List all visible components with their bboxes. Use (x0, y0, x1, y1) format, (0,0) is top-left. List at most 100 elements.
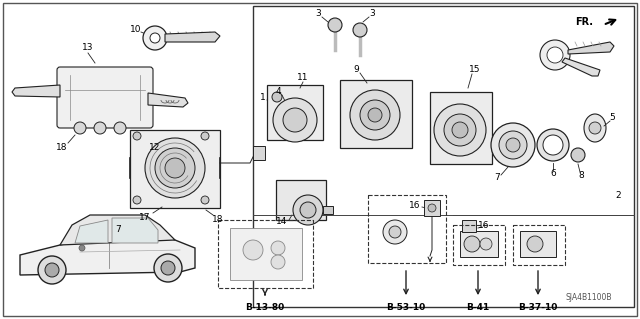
Text: 7: 7 (494, 174, 500, 182)
Bar (453, 225, 505, 265)
Text: 3: 3 (315, 10, 321, 19)
Bar (368, 195, 446, 263)
Circle shape (271, 255, 285, 269)
Bar (130, 130, 220, 208)
Circle shape (571, 148, 585, 162)
Text: 9: 9 (353, 65, 359, 75)
Circle shape (537, 129, 569, 161)
Circle shape (155, 148, 195, 188)
Bar (323, 206, 333, 214)
Text: 6: 6 (550, 168, 556, 177)
Text: 14: 14 (276, 218, 288, 226)
Bar (424, 200, 440, 216)
Circle shape (383, 220, 407, 244)
Circle shape (74, 122, 86, 134)
Text: B-37-10: B-37-10 (518, 302, 557, 311)
Circle shape (145, 138, 205, 198)
Polygon shape (562, 58, 600, 76)
Circle shape (273, 98, 317, 142)
Text: 1: 1 (260, 93, 266, 102)
Circle shape (434, 104, 486, 156)
Text: B-41: B-41 (467, 302, 490, 311)
FancyBboxPatch shape (57, 67, 153, 128)
Text: 18: 18 (56, 144, 68, 152)
Polygon shape (75, 220, 108, 243)
Text: 4: 4 (275, 87, 281, 97)
Circle shape (143, 26, 167, 50)
Circle shape (161, 261, 175, 275)
Bar (230, 228, 302, 280)
Bar (340, 80, 412, 148)
Circle shape (283, 108, 307, 132)
Circle shape (389, 226, 401, 238)
Bar (462, 220, 476, 232)
Text: SJA4B1100B: SJA4B1100B (565, 293, 611, 302)
Bar (253, 146, 265, 160)
Circle shape (368, 108, 382, 122)
Text: 7: 7 (115, 226, 121, 234)
Text: 11: 11 (297, 73, 308, 83)
Polygon shape (12, 85, 60, 97)
Circle shape (452, 122, 468, 138)
Circle shape (444, 114, 476, 146)
Circle shape (353, 23, 367, 37)
Circle shape (464, 236, 480, 252)
Text: 5: 5 (609, 114, 615, 122)
Text: B-53-10: B-53-10 (387, 302, 426, 311)
Circle shape (293, 195, 323, 225)
Bar (513, 225, 565, 265)
Ellipse shape (584, 114, 606, 142)
Polygon shape (165, 32, 220, 42)
Circle shape (272, 92, 282, 102)
Circle shape (547, 47, 563, 63)
Bar (520, 231, 556, 257)
Circle shape (480, 238, 492, 250)
Circle shape (328, 18, 342, 32)
Circle shape (527, 236, 543, 252)
Polygon shape (568, 42, 614, 54)
Bar (276, 180, 326, 220)
Text: 17: 17 (140, 213, 151, 222)
Bar (253, 6, 634, 307)
Text: 16: 16 (478, 220, 490, 229)
Circle shape (201, 132, 209, 140)
Text: FR.: FR. (575, 17, 593, 27)
Polygon shape (20, 233, 195, 275)
Text: 10: 10 (131, 26, 141, 34)
Circle shape (300, 202, 316, 218)
Text: B-13-80: B-13-80 (245, 302, 285, 311)
Circle shape (589, 122, 601, 134)
Text: 15: 15 (469, 65, 481, 75)
Circle shape (506, 138, 520, 152)
Bar (430, 92, 492, 164)
Circle shape (360, 100, 390, 130)
Circle shape (428, 204, 436, 212)
Bar (218, 220, 313, 288)
Circle shape (499, 131, 527, 159)
Polygon shape (112, 218, 158, 243)
Circle shape (114, 122, 126, 134)
Circle shape (540, 40, 570, 70)
Circle shape (133, 132, 141, 140)
Circle shape (201, 196, 209, 204)
Circle shape (243, 240, 263, 260)
Text: 18: 18 (212, 216, 224, 225)
Circle shape (133, 196, 141, 204)
Polygon shape (148, 93, 188, 107)
Text: 2: 2 (615, 190, 621, 199)
Circle shape (94, 122, 106, 134)
Bar (460, 231, 498, 257)
Circle shape (154, 254, 182, 282)
Circle shape (38, 256, 66, 284)
Text: 8: 8 (578, 170, 584, 180)
Circle shape (491, 123, 535, 167)
Bar (267, 85, 323, 140)
Circle shape (271, 241, 285, 255)
Text: 3: 3 (369, 10, 375, 19)
Text: 16: 16 (409, 201, 420, 210)
Circle shape (79, 245, 85, 251)
Circle shape (150, 33, 160, 43)
Circle shape (350, 90, 400, 140)
Text: 12: 12 (149, 144, 161, 152)
Circle shape (543, 135, 563, 155)
